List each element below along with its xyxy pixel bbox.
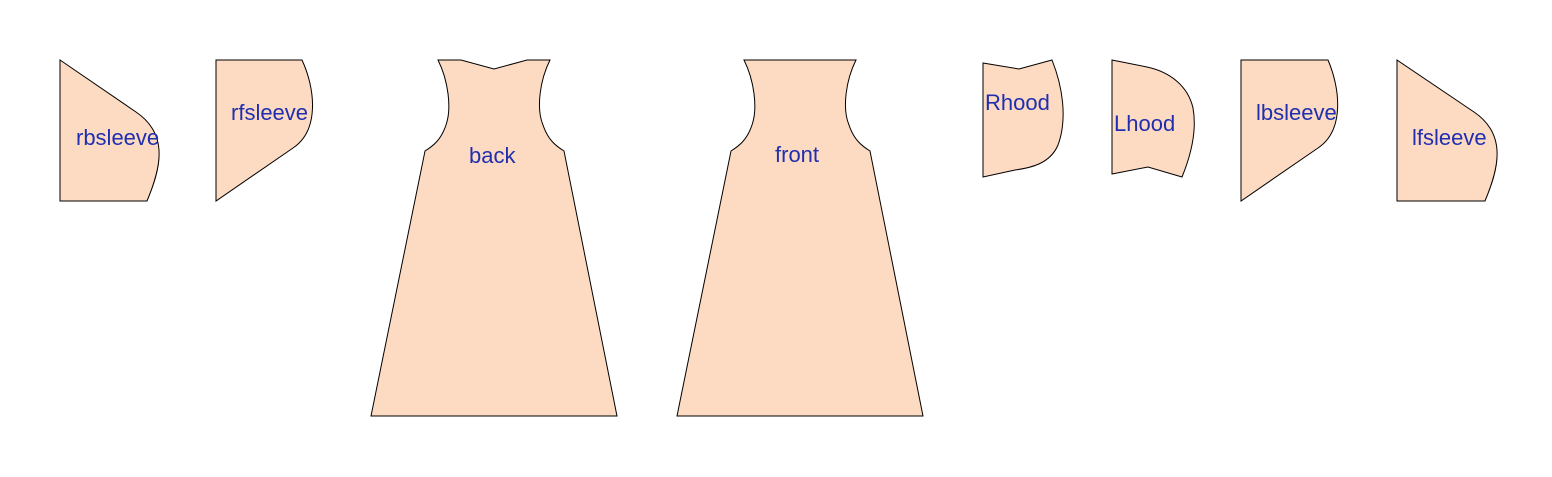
piece-rbsleeve[interactable]: rbsleeve xyxy=(59,59,160,202)
piece-rbsleeve-label: rbsleeve xyxy=(76,125,159,150)
piece-lbsleeve-label: lbsleeve xyxy=(1256,100,1337,125)
piece-front-label: front xyxy=(775,142,819,167)
piece-back-label: back xyxy=(469,143,516,168)
piece-rhood[interactable]: Rhood xyxy=(982,59,1064,178)
piece-front-shape[interactable] xyxy=(676,59,924,417)
piece-rhood-label: Rhood xyxy=(985,90,1050,115)
piece-front[interactable]: front xyxy=(676,59,924,417)
piece-back[interactable]: back xyxy=(370,59,618,417)
piece-lfsleeve-label: lfsleeve xyxy=(1412,125,1487,150)
piece-lbsleeve-shape[interactable] xyxy=(1240,59,1339,202)
piece-back-shape[interactable] xyxy=(370,59,618,417)
piece-lhood-label: Lhood xyxy=(1114,111,1175,136)
piece-rfsleeve-shape[interactable] xyxy=(215,59,314,202)
piece-rbsleeve-shape[interactable] xyxy=(59,59,160,202)
piece-lfsleeve-shape[interactable] xyxy=(1396,59,1498,202)
piece-lhood-shape[interactable] xyxy=(1111,59,1195,178)
piece-rfsleeve[interactable]: rfsleeve xyxy=(215,59,314,202)
piece-rfsleeve-label: rfsleeve xyxy=(231,100,308,125)
piece-lbsleeve[interactable]: lbsleeve xyxy=(1240,59,1339,202)
piece-rhood-shape[interactable] xyxy=(982,59,1064,178)
piece-lfsleeve[interactable]: lfsleeve xyxy=(1396,59,1498,202)
piece-lhood[interactable]: Lhood xyxy=(1111,59,1195,178)
